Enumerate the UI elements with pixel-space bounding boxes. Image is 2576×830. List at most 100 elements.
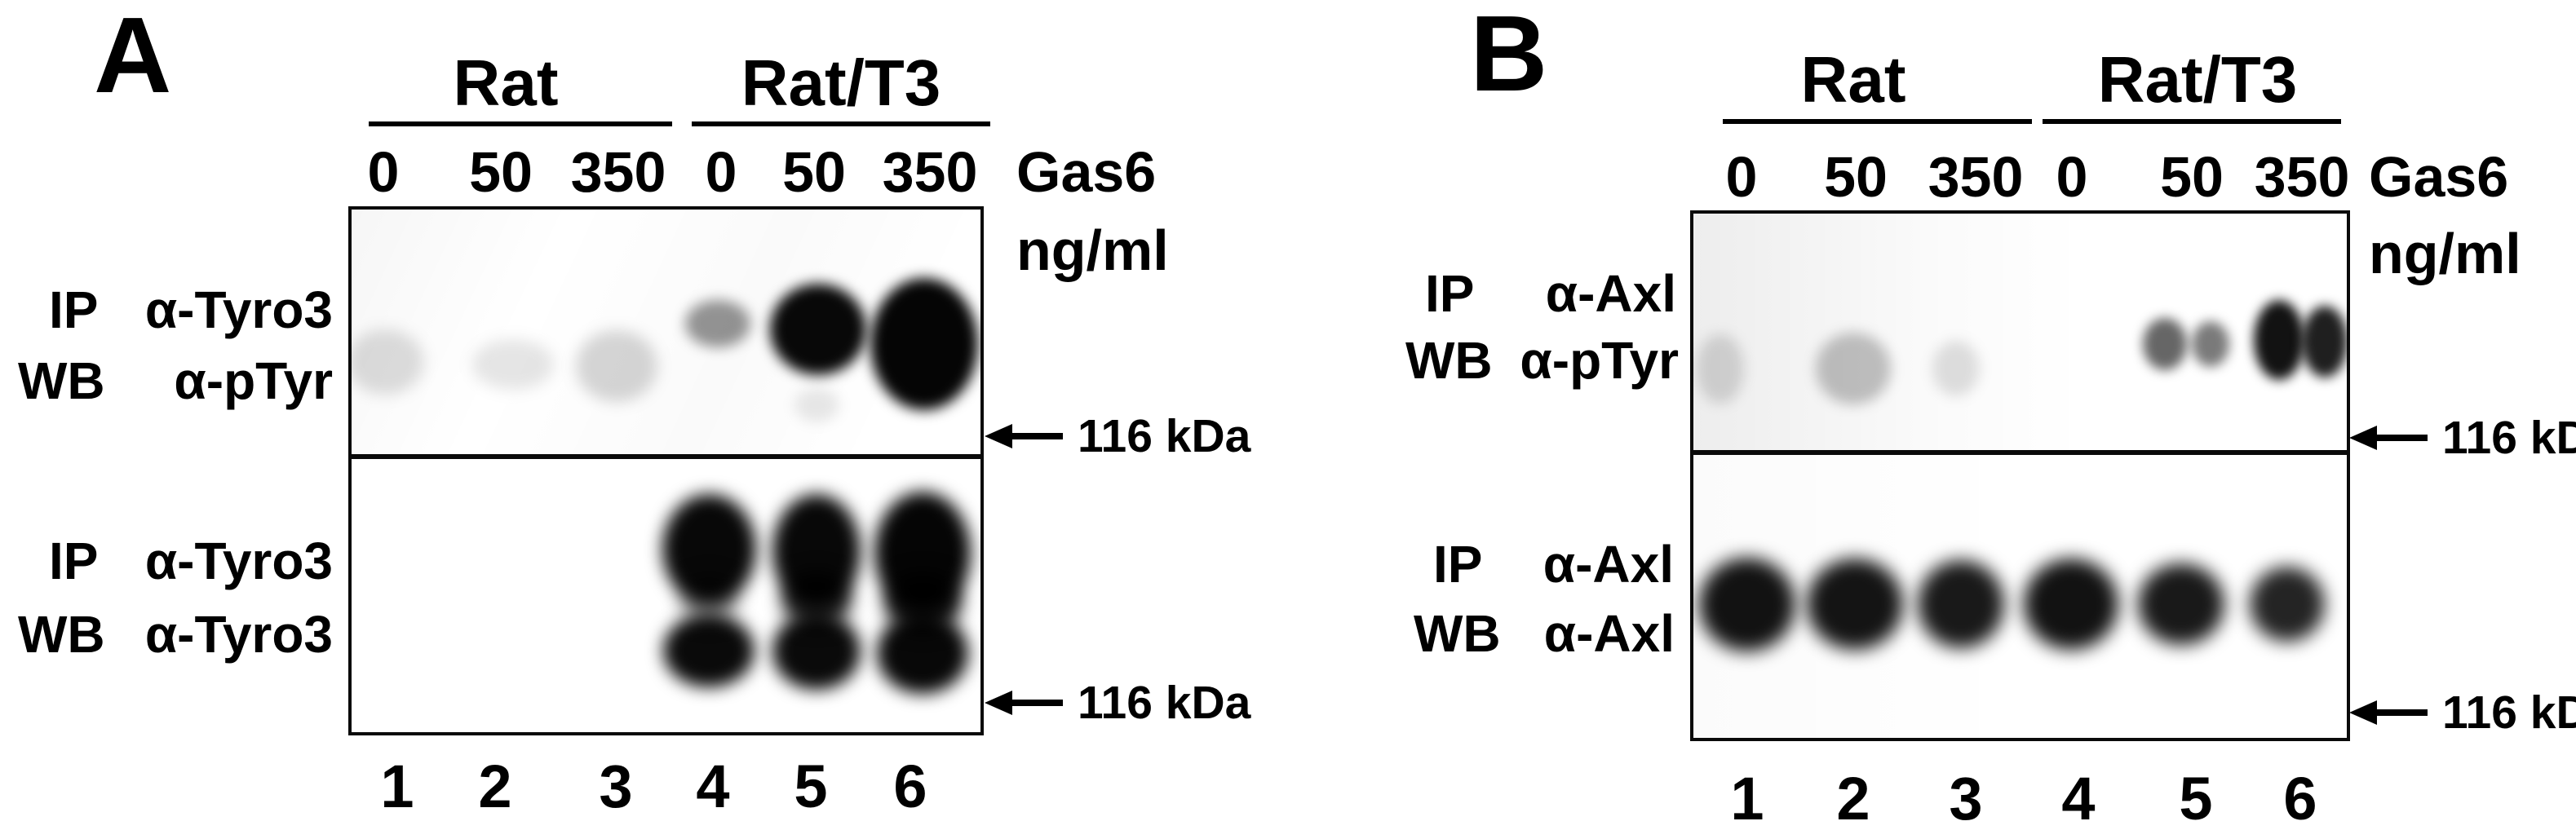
blot-band [681, 576, 737, 623]
blot-band [685, 300, 750, 347]
panel-b-lane-3: 3 [1949, 765, 1983, 830]
panel-b-blot-box [1690, 210, 2350, 741]
panel-a-dose-1: 0 [367, 140, 400, 204]
panel-a-bottom-blot-film [352, 459, 980, 732]
arrow-shaft [1012, 433, 1063, 439]
panel-b-bottom-blot-ip-label: IP α-Axl [1433, 538, 1674, 590]
panel-b-dose-6: 350 [2254, 145, 2350, 209]
blot-band [2024, 558, 2118, 650]
panel-a-dose-2: 50 [469, 140, 533, 204]
ip-prefix: IP [1425, 264, 1475, 323]
panel-b-top-blot-wb-label: WB α-pTyr [1405, 334, 1679, 386]
left-arrow-icon [2349, 700, 2377, 725]
panel-b-rat-t3-underline [2043, 119, 2341, 124]
wb-prefix: WB [18, 605, 105, 664]
panel-a-dose-5: 50 [782, 140, 846, 204]
panel-a-lane-5: 5 [794, 753, 828, 820]
ip-prefix: IP [1433, 535, 1483, 594]
blot-band [2143, 318, 2187, 370]
panel-b-dose-4: 0 [2056, 145, 2088, 209]
panel-b-lane-6: 6 [2283, 765, 2317, 830]
panel-a-group-rat-t3: Rat/T3 [741, 46, 941, 119]
wb-antibody: α-Axl [1543, 604, 1675, 663]
wb-prefix: WB [18, 351, 105, 410]
arrow-shaft [2377, 435, 2428, 441]
panel-a-blot-box [348, 206, 984, 735]
panel-b-blot-separator [1693, 450, 2347, 455]
blot-band [1807, 558, 1903, 650]
panel-a-unit-label: ng/ml [1016, 219, 1169, 282]
panel-a-letter: A [94, 0, 171, 115]
panel-a-lane-2: 2 [478, 753, 512, 820]
marker-label: 116 kDa [1078, 676, 1251, 729]
blot-band [472, 339, 554, 390]
panel-a-bottom-blot-ip-label: IP α-Tyro3 [49, 535, 333, 587]
blot-band [2302, 306, 2347, 377]
blot-band [794, 388, 839, 422]
panel-b-dose-1: 0 [1725, 145, 1758, 209]
panel-b-lane-1: 1 [1730, 765, 1764, 830]
blot-band [770, 284, 866, 375]
panel-a-top-blot-film [352, 210, 980, 454]
panel-a-rat-t3-underline [692, 121, 990, 126]
panel-b-letter: B [1470, 0, 1547, 113]
blot-band [883, 571, 962, 633]
panel-b-top-blot-ip-label: IP α-Axl [1425, 267, 1676, 320]
blot-band [2250, 567, 2325, 642]
blot-band [576, 330, 657, 402]
ip-prefix: IP [49, 532, 99, 590]
marker-label: 116 kDa [1078, 409, 1251, 462]
panel-b-bottom-marker: 116 kDa [2349, 688, 2576, 737]
panel-a-rat-underline [369, 121, 672, 126]
wb-antibody: α-pTyr [174, 351, 333, 410]
panel-a-dose-6: 350 [882, 140, 978, 204]
panel-a-lane-6: 6 [893, 753, 927, 820]
blot-band [663, 614, 755, 687]
blot-band [1699, 557, 1795, 651]
blot-band [2192, 321, 2229, 367]
ip-antibody: α-Axl [1545, 264, 1676, 323]
wb-prefix: WB [1405, 331, 1493, 390]
panel-b-group-rat-t3: Rat/T3 [2097, 43, 2298, 116]
arrow-shaft [1012, 700, 1063, 706]
panel-b-dose-2: 50 [1824, 145, 1888, 209]
panel-b-dose-3: 350 [1928, 145, 2024, 209]
left-arrow-icon [2349, 426, 2377, 450]
left-arrow-icon [985, 691, 1012, 715]
blot-band [2138, 563, 2224, 645]
panel-b-top-blot-film [1693, 214, 2347, 450]
panel-b-rat-underline [1723, 119, 2032, 124]
panel-a-blot-separator [352, 454, 980, 459]
panel-b-dose-5: 50 [2160, 145, 2224, 209]
blot-band [781, 571, 852, 628]
blot-band [352, 329, 424, 395]
blot-band [1932, 341, 1980, 396]
panel-b-lane-2: 2 [1836, 765, 1870, 830]
panel-b-bottom-blot-film [1693, 455, 2347, 738]
panel-a-group-rat: Rat [453, 46, 559, 119]
panel-b-top-marker: 116 kDa [2349, 413, 2576, 462]
panel-a-lane-4: 4 [696, 753, 730, 820]
panel-a-lane-1: 1 [380, 753, 414, 820]
blot-band [1918, 560, 2004, 648]
left-arrow-icon [985, 424, 1012, 448]
wb-prefix: WB [1414, 604, 1501, 663]
panel-b-group-rat: Rat [1800, 43, 1906, 116]
marker-label: 116 kDa [2442, 411, 2576, 464]
panel-a-ligand-label: Gas6 [1016, 140, 1157, 204]
panel-a-top-blot-ip-label: IP α-Tyro3 [49, 284, 333, 336]
wb-antibody: α-pTyr [1520, 331, 1679, 390]
ip-antibody: α-Tyro3 [144, 532, 333, 590]
panel-b-lane-4: 4 [2061, 765, 2096, 830]
blot-band [1697, 333, 1744, 404]
panel-a-dose-3: 350 [570, 140, 666, 204]
panel-b-lane-5: 5 [2179, 765, 2213, 830]
marker-label: 116 kDa [2442, 686, 2576, 739]
panel-b-bottom-blot-wb-label: WB α-Axl [1414, 607, 1675, 660]
panel-b-unit-label: ng/ml [2369, 222, 2521, 285]
blot-band [1816, 333, 1891, 404]
ip-antibody: α-Axl [1543, 535, 1674, 594]
ip-antibody: α-Tyro3 [144, 280, 333, 339]
arrow-shaft [2377, 709, 2428, 716]
